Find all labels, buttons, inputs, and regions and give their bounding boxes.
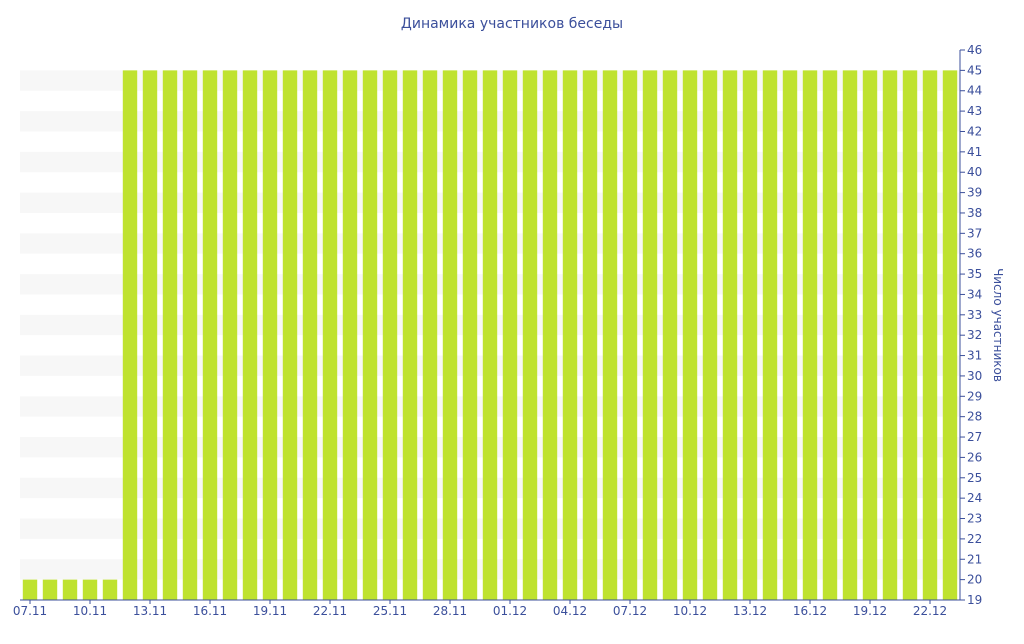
bar	[682, 70, 698, 601]
x-tick-label: 22.12	[913, 604, 947, 618]
y-tick-label: 20	[967, 573, 982, 587]
chart-title: Динамика участников беседы	[401, 16, 623, 32]
x-tick-label: 10.12	[673, 604, 707, 618]
y-tick-label: 33	[967, 308, 982, 322]
bar	[62, 579, 78, 600]
bar	[42, 579, 58, 600]
bar	[482, 70, 498, 601]
bar	[402, 70, 418, 601]
x-tick-label: 19.11	[253, 604, 287, 618]
y-tick-label: 43	[967, 104, 982, 118]
bar	[462, 70, 478, 601]
x-tick-label: 13.12	[733, 604, 767, 618]
bar	[302, 70, 318, 601]
bar	[622, 70, 638, 601]
x-tick-label: 10.11	[73, 604, 107, 618]
y-tick-label: 44	[967, 84, 982, 98]
bar	[422, 70, 438, 601]
y-tick-label: 37	[967, 226, 982, 240]
bar	[202, 70, 218, 601]
bar	[242, 70, 258, 601]
y-tick-label: 29	[967, 389, 982, 403]
y-tick-label: 39	[967, 186, 982, 200]
bar	[122, 70, 138, 601]
bar	[22, 579, 38, 600]
y-tick-label: 21	[967, 552, 982, 566]
x-tick-label: 16.12	[793, 604, 827, 618]
bar	[722, 70, 738, 601]
y-tick-label: 26	[967, 450, 982, 464]
y-axis: 19 20 21 22 23 24 25 26 27 28 29 30 31 32 33 34 35 36 37 38…	[959, 43, 982, 607]
x-tick-label: 25.11	[373, 604, 407, 618]
y-tick-label: 28	[967, 410, 982, 424]
x-tick-label: 04.12	[553, 604, 587, 618]
y-tick-label: 24	[967, 491, 982, 505]
bar	[762, 70, 778, 601]
y-tick-label: 38	[967, 206, 982, 220]
y-tick-label: 35	[967, 267, 982, 281]
bar	[602, 70, 618, 601]
bar-series	[22, 70, 958, 601]
x-tick-label: 07.11	[13, 604, 47, 618]
bar	[782, 70, 798, 601]
x-tick-label: 07.12	[613, 604, 647, 618]
bar	[842, 70, 858, 601]
y-tick-label: 42	[967, 124, 982, 138]
bar	[342, 70, 358, 601]
y-tick-label: 45	[967, 63, 982, 77]
bar	[742, 70, 758, 601]
x-tick-label: 16.11	[193, 604, 227, 618]
bar	[862, 70, 878, 601]
y-tick-label: 46	[967, 43, 982, 57]
x-tick-label: 01.12	[493, 604, 527, 618]
y-tick-label: 32	[967, 328, 982, 342]
y-tick-label: 31	[967, 349, 982, 363]
bar	[382, 70, 398, 601]
x-tick-label: 19.12	[853, 604, 887, 618]
y-tick-label: 19	[967, 593, 982, 607]
bar	[222, 70, 238, 601]
x-tick-label: 13.11	[133, 604, 167, 618]
y-tick-label: 23	[967, 512, 982, 526]
bar	[362, 70, 378, 601]
bar	[542, 70, 558, 601]
x-axis: 07.11 10.11 13.11 16.11 19.11 22.11 25.11 28.11…	[13, 599, 960, 618]
bar	[282, 70, 298, 601]
bar	[802, 70, 818, 601]
y-tick-label: 34	[967, 287, 982, 301]
bar	[322, 70, 338, 601]
bar	[562, 70, 578, 601]
y-tick-label: 36	[967, 247, 982, 261]
bar	[902, 70, 918, 601]
bar	[522, 70, 538, 601]
x-tick-label: 22.11	[313, 604, 347, 618]
bar	[922, 70, 938, 601]
bar	[702, 70, 718, 601]
bar	[82, 579, 98, 600]
bar	[182, 70, 198, 601]
bar	[882, 70, 898, 601]
y-tick-label: 22	[967, 532, 982, 546]
bar	[662, 70, 678, 601]
y-tick-label: 41	[967, 145, 982, 159]
bar	[642, 70, 658, 601]
bar	[262, 70, 278, 601]
y-tick-label: 27	[967, 430, 982, 444]
bar	[442, 70, 458, 601]
bar	[102, 579, 118, 600]
bar	[502, 70, 518, 601]
y-axis-title: Число участников	[991, 268, 1005, 382]
y-tick-label: 30	[967, 369, 982, 383]
bar	[582, 70, 598, 601]
bar	[942, 70, 958, 601]
y-tick-label: 40	[967, 165, 982, 179]
bar	[822, 70, 838, 601]
bar	[142, 70, 158, 601]
x-tick-label: 28.11	[433, 604, 467, 618]
y-tick-label: 25	[967, 471, 982, 485]
bar	[162, 70, 178, 601]
